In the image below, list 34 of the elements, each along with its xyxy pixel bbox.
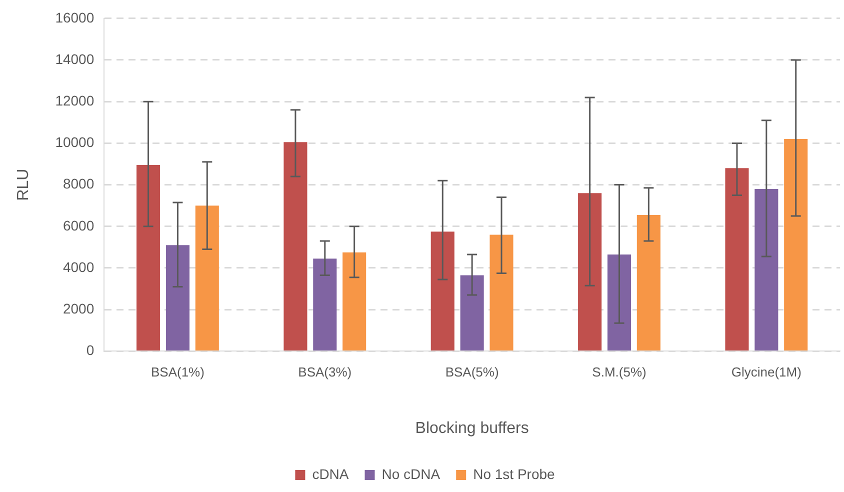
bar	[136, 165, 160, 350]
x-tick-label: BSA(1%)	[150, 364, 204, 380]
legend-label: No cDNA	[382, 466, 441, 482]
bar	[754, 188, 778, 350]
y-tick-label: 12000	[55, 92, 94, 108]
y-tick-label: 4000	[62, 258, 94, 275]
x-tick-label: BSA(5%)	[445, 364, 499, 380]
x-axis-title: Blocking buffers	[415, 420, 529, 437]
y-tick-label: 6000	[62, 217, 94, 234]
y-axis-title: RLU	[15, 168, 32, 201]
legend-label: No 1st Probe	[473, 466, 556, 482]
bar	[636, 214, 660, 350]
bar	[313, 258, 337, 350]
y-tick-label: 14000	[55, 50, 94, 67]
x-tick-label: Glycine(1M)	[731, 364, 802, 380]
bar	[490, 234, 514, 350]
y-tick-label: 8000	[62, 176, 94, 192]
bar	[607, 254, 632, 350]
x-tick-label: BSA(3%)	[298, 364, 352, 380]
y-tick-label: 2000	[62, 300, 94, 316]
bar	[725, 168, 749, 350]
bar	[784, 139, 808, 350]
bar	[430, 232, 454, 350]
bar	[166, 245, 190, 350]
x-tick-label: S.M.(5%)	[592, 364, 646, 380]
bar	[195, 206, 219, 350]
bar	[284, 142, 308, 350]
y-tick-label: 10000	[55, 134, 94, 150]
y-tick-label: 16000	[55, 9, 94, 26]
legend-label: cDNA	[312, 466, 350, 482]
bar	[342, 252, 366, 350]
bar	[578, 193, 602, 350]
bar	[460, 275, 484, 350]
y-tick-label: 0	[86, 342, 94, 358]
